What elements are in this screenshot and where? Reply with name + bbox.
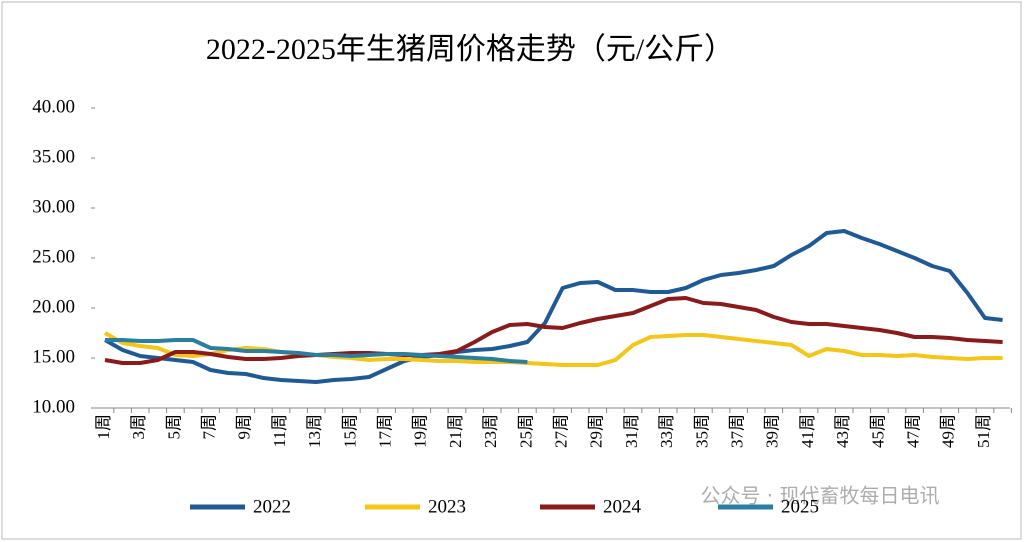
x-tick-label: 5周 bbox=[164, 414, 183, 440]
x-tick-label: 39周 bbox=[763, 414, 782, 448]
y-tick-label: 15.00 bbox=[32, 346, 75, 367]
series-line bbox=[104, 229, 1003, 384]
x-tick-label: 25周 bbox=[516, 414, 535, 448]
y-tick-label: 35.00 bbox=[32, 146, 75, 167]
x-tick-label: 33周 bbox=[657, 414, 676, 448]
x-tick-label: 49周 bbox=[939, 414, 958, 448]
legend-label: 2023 bbox=[428, 496, 466, 517]
y-tick-label: 40.00 bbox=[32, 96, 75, 117]
x-tick-label: 41周 bbox=[798, 414, 817, 448]
x-tick-label: 51周 bbox=[974, 414, 993, 448]
series-line bbox=[104, 296, 1003, 365]
x-tick-label: 29周 bbox=[587, 414, 606, 448]
y-tick-label: 30.00 bbox=[32, 196, 75, 217]
series-line bbox=[104, 331, 1003, 367]
x-tick-label: 13周 bbox=[305, 414, 324, 448]
x-tick-label: 45周 bbox=[868, 414, 887, 448]
series-line bbox=[105, 338, 528, 364]
x-tick-label: 1周 bbox=[94, 414, 113, 440]
x-tick-label: 23周 bbox=[481, 414, 500, 448]
x-tick-label: 31周 bbox=[622, 414, 641, 448]
x-tick-label: 11周 bbox=[270, 414, 289, 447]
legend-label: 2025 bbox=[781, 496, 819, 517]
x-tick-label: 27周 bbox=[552, 414, 571, 448]
legend-label: 2024 bbox=[603, 496, 642, 517]
x-tick-label: 37周 bbox=[728, 414, 747, 448]
x-tick-label: 15周 bbox=[340, 414, 359, 448]
chart-title: 2022-2025年生猪周价格走势（元/公斤） bbox=[206, 33, 734, 66]
x-tick-label: 47周 bbox=[904, 414, 923, 448]
y-tick-label: 10.00 bbox=[32, 396, 75, 417]
watermark: 公众号 · 现代畜牧每日电讯 bbox=[700, 484, 939, 508]
x-tick-label: 7周 bbox=[200, 414, 219, 440]
x-tick-label: 43周 bbox=[833, 414, 852, 448]
y-tick-label: 25.00 bbox=[32, 246, 75, 267]
x-tick-label: 17周 bbox=[376, 414, 395, 448]
x-tick-label: 19周 bbox=[411, 414, 430, 448]
x-tick-label: 9周 bbox=[235, 414, 254, 440]
y-tick-label: 20.00 bbox=[32, 296, 75, 317]
x-tick-label: 3周 bbox=[129, 414, 148, 440]
legend-label: 2022 bbox=[253, 496, 291, 517]
x-tick-label: 21周 bbox=[446, 414, 465, 448]
x-tick-label: 35周 bbox=[692, 414, 711, 448]
